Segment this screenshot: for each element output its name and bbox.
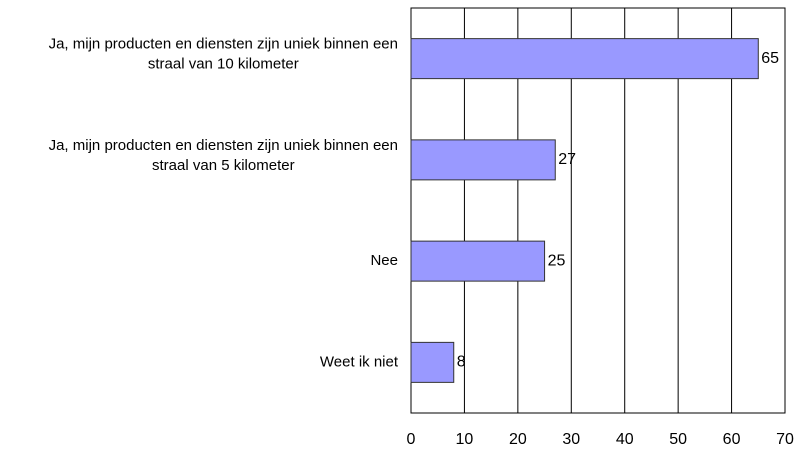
data-label: 25 — [548, 252, 566, 269]
x-tick-label: 60 — [723, 431, 741, 448]
bar — [410, 240, 546, 282]
data-label: 65 — [761, 50, 779, 67]
bar — [410, 38, 759, 80]
x-tick-label: 20 — [509, 431, 527, 448]
data-label: 8 — [457, 354, 466, 371]
x-tick-label: 40 — [616, 431, 634, 448]
y-tick-label: Weet ik niet — [320, 353, 399, 370]
bar — [410, 341, 455, 383]
bar — [410, 139, 556, 181]
plot-border — [410, 7, 786, 414]
x-tick-label: 50 — [669, 431, 687, 448]
x-tick-label: 30 — [562, 431, 580, 448]
x-tick-label: 0 — [407, 431, 416, 448]
data-label: 27 — [558, 151, 576, 168]
y-tick-label: Ja, mijn producten en diensten zijn unie… — [49, 36, 398, 73]
y-tick-label: Nee — [370, 252, 398, 269]
y-tick-label: Ja, mijn producten en diensten zijn unie… — [49, 137, 398, 174]
x-tick-label: 70 — [776, 431, 794, 448]
x-tick-label: 10 — [456, 431, 474, 448]
